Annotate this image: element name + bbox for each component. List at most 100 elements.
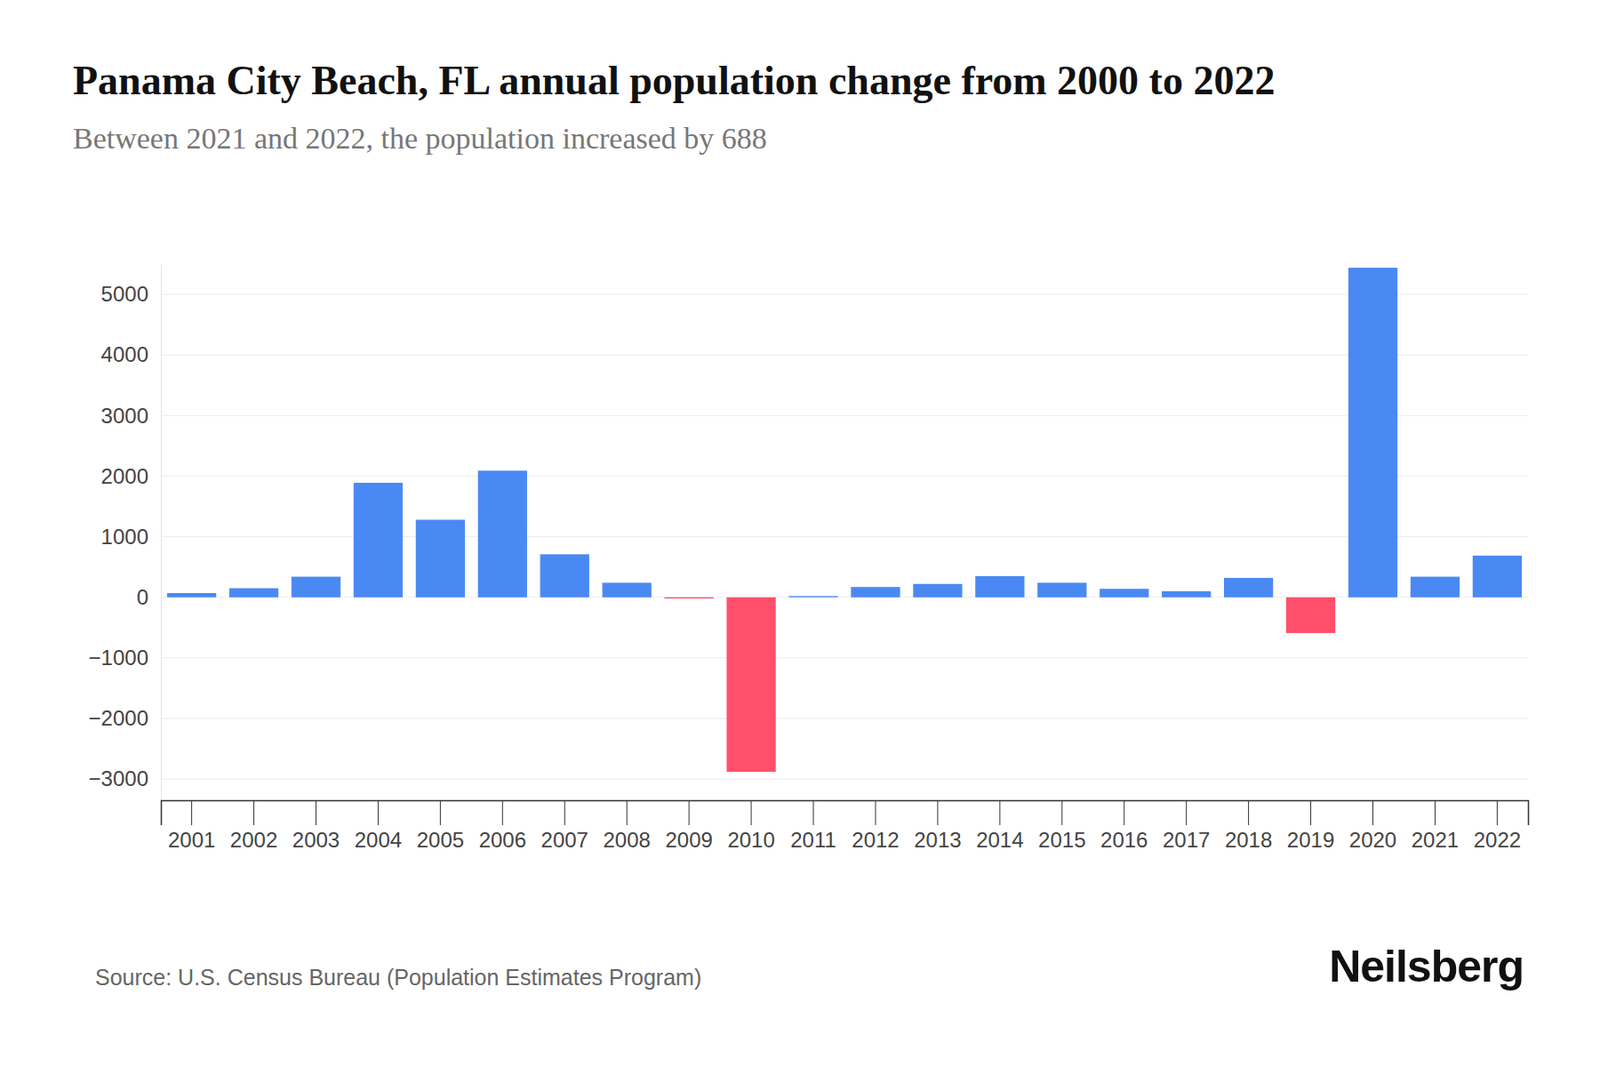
x-tick-mark	[191, 800, 192, 825]
x-tick-mark	[999, 800, 1000, 825]
bar	[1348, 267, 1398, 598]
y-tick-label: −2000	[88, 705, 149, 730]
bar	[353, 482, 403, 598]
x-tick-label: 2020	[1349, 827, 1397, 852]
x-tick: 2012	[851, 800, 899, 852]
y-tick: −2000	[88, 705, 161, 730]
x-tick-label: 2016	[1100, 827, 1148, 852]
grid-line	[160, 354, 1528, 356]
bar	[1224, 577, 1273, 598]
x-tick-mark	[564, 800, 566, 825]
x-tick: 2016	[1100, 800, 1148, 852]
y-tick: −1000	[88, 645, 161, 670]
y-tick-label: −3000	[88, 766, 149, 791]
y-axis: −3000 −2000 −1000 0 1000 2000 3000 4000 5000	[88, 264, 162, 801]
x-tick-mark	[1248, 800, 1249, 825]
y-tick-label: 5000	[101, 281, 149, 306]
x-tick: 2004	[354, 800, 402, 852]
bar	[850, 586, 900, 598]
bar	[602, 582, 652, 597]
y-tick: 2000	[101, 464, 161, 488]
x-tick-label: 2021	[1411, 827, 1459, 852]
x-tick-label: 2001	[168, 827, 216, 852]
grid-line	[160, 778, 1528, 780]
x-tick: 2006	[479, 800, 527, 852]
x-tick-mark	[1496, 800, 1498, 825]
x-tick: 2019	[1287, 800, 1335, 852]
grid	[160, 294, 1528, 779]
x-tick: 2005	[416, 800, 464, 852]
x-tick-mark	[253, 800, 255, 825]
y-tick: 5000	[101, 281, 161, 306]
x-tick-label: 2007	[541, 827, 589, 852]
grid-line	[160, 656, 1528, 658]
bar	[478, 470, 528, 597]
x-tick: 2018	[1224, 800, 1272, 852]
bar	[229, 588, 279, 598]
bar	[726, 597, 776, 772]
x-tick: 2009	[664, 800, 712, 852]
x-axis-line	[161, 800, 1529, 826]
x-tick-mark	[751, 800, 752, 825]
bar	[1161, 591, 1211, 598]
x-tick: 2011	[790, 800, 837, 852]
y-tick: 0	[136, 584, 161, 609]
x-tick-label: 2004	[354, 827, 402, 852]
bar	[1472, 555, 1522, 598]
x-tick-label: 2022	[1473, 827, 1521, 852]
y-tick-label: 1000	[101, 524, 149, 549]
bar	[912, 584, 962, 598]
x-tick-label: 2002	[230, 827, 278, 852]
x-tick: 2014	[976, 800, 1024, 852]
bar	[167, 592, 216, 598]
bar	[291, 576, 341, 598]
y-tick: 3000	[101, 403, 161, 428]
brand: Neilsberg	[1328, 941, 1524, 992]
x-tick-label: 2014	[976, 827, 1024, 852]
x-tick-label: 2010	[727, 827, 775, 852]
x-tick-label: 2015	[1038, 827, 1086, 852]
x-axis: 2001 2002 2003 2004 2005 2006 2007 2008 2009 2010…	[161, 800, 1529, 852]
x-tick-mark	[440, 800, 441, 825]
x-tick: 2003	[292, 800, 340, 852]
x-tick-label: 2011	[790, 827, 837, 852]
x-tick: 2001	[168, 800, 216, 852]
x-tick-label: 2009	[664, 827, 712, 852]
chart: Panama City Beach, FL annual population …	[0, 0, 1600, 1067]
x-tick-mark	[936, 800, 938, 825]
x-tick-mark	[377, 800, 379, 825]
bar	[1286, 597, 1336, 633]
x-tick-mark	[688, 800, 690, 825]
x-tick: 2007	[541, 800, 589, 852]
bar	[664, 597, 714, 599]
grid-line	[160, 475, 1528, 477]
x-tick-mark	[1185, 800, 1187, 825]
x-tick: 2002	[230, 800, 278, 852]
title: Panama City Beach, FL annual population …	[72, 57, 1275, 104]
x-tick: 2022	[1473, 800, 1521, 852]
grid-line	[160, 718, 1528, 720]
x-tick-mark	[813, 800, 815, 825]
bar	[788, 595, 838, 597]
x-tick: 2017	[1162, 800, 1210, 852]
x-tick-mark	[315, 800, 317, 825]
x-tick-label: 2018	[1224, 827, 1272, 852]
x-tick-mark	[1123, 800, 1125, 825]
x-tick-label: 2013	[913, 827, 961, 852]
grid-line	[160, 415, 1528, 416]
bar	[540, 553, 590, 597]
x-tick-mark	[626, 800, 628, 825]
x-tick-mark	[1061, 800, 1063, 825]
bar	[416, 520, 465, 598]
y-tick-label: −1000	[88, 645, 149, 670]
y-tick-label: 4000	[101, 342, 149, 367]
y-tick-label: 3000	[101, 403, 149, 428]
bars	[167, 267, 1522, 772]
x-tick: 2008	[603, 800, 651, 852]
x-tick-label: 2003	[292, 827, 340, 852]
x-tick-label: 2006	[479, 827, 527, 852]
y-tick: −3000	[88, 766, 161, 791]
y-tick: 1000	[101, 524, 161, 549]
x-tick: 2020	[1349, 800, 1397, 852]
subtitle: Between 2021 and 2022, the population in…	[72, 121, 768, 155]
